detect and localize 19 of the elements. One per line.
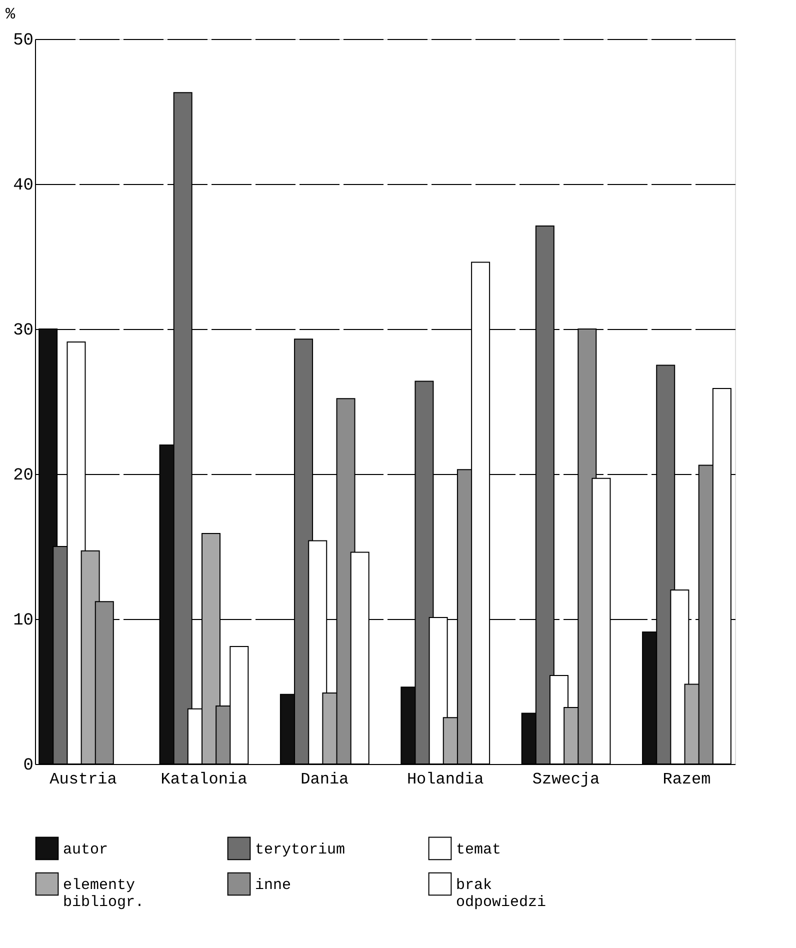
legend-label: temat <box>456 841 502 858</box>
legend-label: inne <box>255 877 292 894</box>
x-tick-label: Katalonia <box>160 770 248 788</box>
x-tick-label: Austria <box>50 770 118 788</box>
legend-label: brak odpowiedzi <box>456 877 546 911</box>
x-tick-label: Dania <box>300 770 350 788</box>
x-tick-label: Holandia <box>406 770 484 788</box>
y-tick-label: 40 <box>13 176 34 196</box>
legend-label: elementy bibliogr. <box>63 877 144 911</box>
legend-label: autor <box>63 841 108 858</box>
legend-label: terytorium <box>255 841 346 858</box>
x-tick-label: Razem <box>662 770 711 788</box>
y-tick-label: 20 <box>13 466 34 486</box>
x-tick-label: Szwecja <box>532 770 600 788</box>
y-axis-title: % <box>6 6 16 24</box>
y-tick-label: 10 <box>13 612 34 630</box>
y-tick-label: 0 <box>23 756 34 776</box>
y-tick-label: 30 <box>13 322 34 340</box>
y-tick-label: 50 <box>13 32 34 50</box>
